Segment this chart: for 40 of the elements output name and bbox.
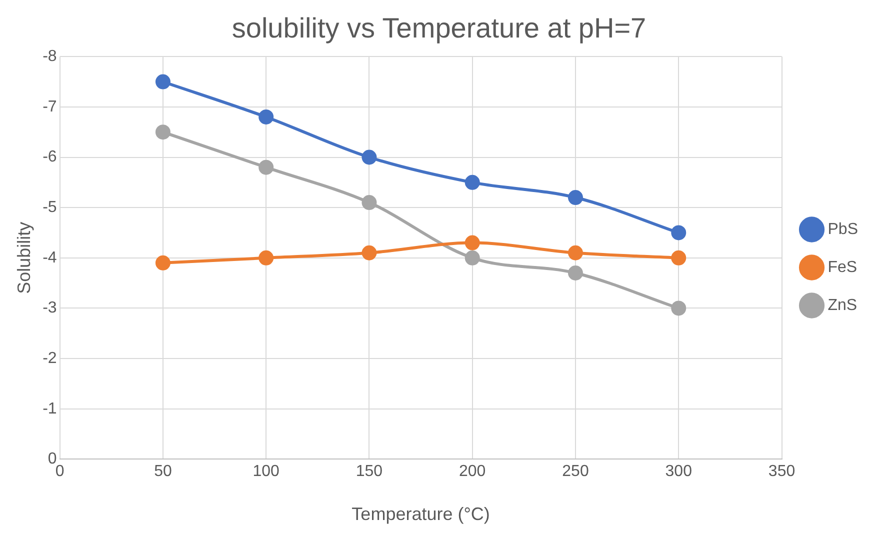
point bbox=[258, 160, 274, 175]
y-tick-label: -8 bbox=[42, 48, 57, 66]
y-tick-label: 0 bbox=[48, 450, 57, 468]
point bbox=[258, 250, 274, 266]
x-tick-label: 250 bbox=[562, 463, 589, 480]
point bbox=[568, 266, 583, 280]
point bbox=[671, 300, 686, 316]
point bbox=[258, 109, 274, 124]
x-tick-label: 100 bbox=[252, 463, 280, 480]
x-axis-title: Temperature (°C) bbox=[352, 504, 490, 524]
y-tick-label: -3 bbox=[42, 300, 57, 317]
x-tick-label: 300 bbox=[665, 463, 692, 480]
point bbox=[155, 124, 170, 140]
legend-label: PbS bbox=[828, 220, 858, 238]
point bbox=[464, 174, 480, 190]
y-tick-label: -5 bbox=[42, 198, 57, 216]
y-tick-label: -7 bbox=[42, 98, 57, 116]
y-tick-label: -6 bbox=[42, 148, 57, 166]
x-tick-label: 150 bbox=[356, 463, 383, 480]
point bbox=[155, 255, 170, 270]
chart-title: solubility vs Temperature at pH=7 bbox=[232, 12, 646, 44]
point bbox=[671, 225, 686, 240]
point bbox=[362, 245, 377, 260]
legend-label: FeS bbox=[828, 258, 858, 276]
point bbox=[155, 74, 170, 90]
point bbox=[362, 195, 377, 210]
point bbox=[362, 150, 377, 165]
x-tick-label: 50 bbox=[154, 463, 172, 480]
y-tick-label: -1 bbox=[42, 400, 57, 418]
x-tick-label: 350 bbox=[768, 463, 796, 480]
point bbox=[464, 250, 480, 266]
y-axis-title: Solubility bbox=[14, 222, 34, 294]
point bbox=[464, 235, 480, 250]
y-tick-label: -4 bbox=[42, 249, 57, 266]
point bbox=[568, 190, 583, 206]
point bbox=[568, 245, 583, 260]
y-tick-label: -2 bbox=[42, 350, 57, 367]
x-tick-label: 200 bbox=[459, 463, 486, 480]
point bbox=[671, 250, 686, 266]
legend-label: ZnS bbox=[828, 296, 858, 314]
